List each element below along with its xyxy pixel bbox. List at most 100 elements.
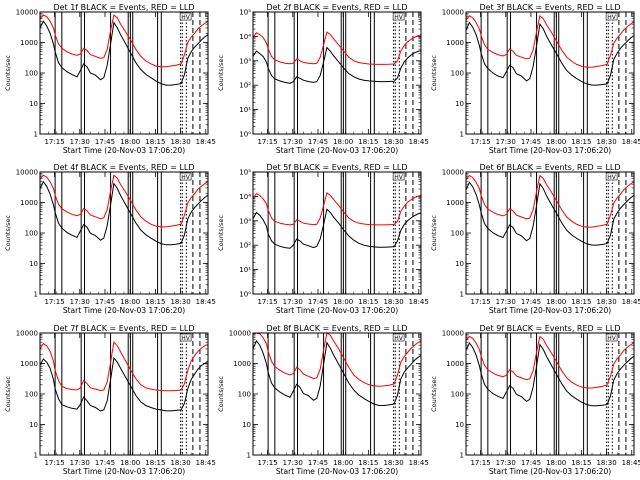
x-tick-label: 18:30 xyxy=(383,138,403,146)
x-tick-label: 18:00 xyxy=(333,298,353,306)
annotation-label: HV xyxy=(181,174,191,181)
y-tick-label: 10⁴ xyxy=(239,33,251,41)
y-axis-label: Counts/sec xyxy=(217,215,225,251)
x-tick-label: 18:15 xyxy=(571,138,591,146)
y-tick-label: 10¹ xyxy=(239,266,251,274)
y-tick-label: 10000 xyxy=(16,169,38,177)
panel-title: Det 4f BLACK = Events, RED = LLD xyxy=(53,163,194,172)
x-tick-label: 17:45 xyxy=(521,298,541,306)
y-tick-label: 10 xyxy=(242,421,251,429)
annotation-box xyxy=(392,172,405,181)
x-tick-label: 17:45 xyxy=(521,459,541,467)
series-line-events xyxy=(39,20,209,86)
x-tick-label: 17:45 xyxy=(95,138,115,146)
series-line-events xyxy=(252,46,422,84)
x-tick-label: 18:15 xyxy=(358,138,378,146)
panel-det-1: Det 1f BLACK = Events, RED = LLD Counts/s… xyxy=(4,3,216,155)
x-tick-label: 18:00 xyxy=(546,459,566,467)
x-tick-label: 18:00 xyxy=(120,298,140,306)
x-tick-label: 17:30 xyxy=(283,459,303,467)
x-tick-label: 18:45 xyxy=(196,459,216,467)
x-axis-label: Start Time (20-Nov-03 17:06:20) xyxy=(63,467,185,476)
x-tick-label: 17:15 xyxy=(44,138,64,146)
panel-det-3: Det 3f BLACK = Events, RED = LLD Counts/s… xyxy=(430,3,640,155)
y-tick-label: 100 xyxy=(451,230,464,238)
annotation-label: HV xyxy=(394,14,404,21)
x-tick-label: 18:15 xyxy=(145,298,165,306)
y-tick-label: 100 xyxy=(451,391,464,399)
y-tick-label: 10 xyxy=(455,260,464,268)
x-tick-label: 17:15 xyxy=(44,459,64,467)
series-line-lld xyxy=(39,341,209,392)
annotation-box xyxy=(392,12,405,21)
x-axis-label: Start Time (20-Nov-03 17:06:20) xyxy=(276,146,398,155)
x-tick-label: 18:15 xyxy=(145,459,165,467)
y-tick-label: 10¹ xyxy=(239,106,251,114)
x-tick-label: 17:15 xyxy=(470,138,490,146)
plot-frame xyxy=(252,171,422,295)
y-tick-label: 1000 xyxy=(20,360,38,368)
y-tick-label: 10³ xyxy=(239,217,251,225)
x-tick-label: 17:30 xyxy=(70,138,90,146)
x-tick-label: 17:30 xyxy=(70,298,90,306)
panel-det-4: Det 4f BLACK = Events, RED = LLD Counts/s… xyxy=(4,163,216,315)
annotation-label: HV xyxy=(181,335,191,342)
x-tick-label: 17:15 xyxy=(257,138,277,146)
y-tick-label: 1 xyxy=(34,452,38,460)
y-tick-label: 10 xyxy=(29,421,38,429)
annotation-label: HV xyxy=(181,14,191,21)
y-tick-label: 1 xyxy=(460,131,464,139)
x-tick-label: 18:45 xyxy=(622,138,640,146)
panel-det-2: Det 2f BLACK = Events, RED = LLD Counts/s… xyxy=(217,3,429,155)
x-tick-label: 18:00 xyxy=(546,138,566,146)
plot-frame xyxy=(252,11,422,135)
plot-frame xyxy=(39,171,209,295)
y-tick-label: 100 xyxy=(25,70,38,78)
panel-title: Det 5f BLACK = Events, RED = LLD xyxy=(266,163,407,172)
panel-title: Det 1f BLACK = Events, RED = LLD xyxy=(53,3,194,12)
x-tick-label: 17:45 xyxy=(308,298,328,306)
plot-frame xyxy=(39,11,209,135)
y-tick-label: 1000 xyxy=(233,360,251,368)
panel-det-7: Det 7f BLACK = Events, RED = LLD Counts/s… xyxy=(4,324,216,476)
series-line-lld xyxy=(252,31,422,65)
annotation-label: HV xyxy=(394,335,404,342)
y-tick-label: 10² xyxy=(239,242,251,250)
x-tick-label: 17:45 xyxy=(308,138,328,146)
x-tick-label: 18:15 xyxy=(358,298,378,306)
x-axis-label: Start Time (20-Nov-03 17:06:20) xyxy=(489,146,611,155)
x-tick-label: 18:00 xyxy=(120,459,140,467)
annotation-label: HV xyxy=(607,335,617,342)
x-tick-label: 17:30 xyxy=(496,138,516,146)
y-tick-label: 1 xyxy=(247,452,251,460)
x-axis-label: Start Time (20-Nov-03 17:06:20) xyxy=(489,467,611,476)
y-axis-label: Counts/sec xyxy=(217,376,225,412)
y-tick-label: 100 xyxy=(25,391,38,399)
x-tick-label: 18:30 xyxy=(383,298,403,306)
series-line-events xyxy=(252,208,422,249)
x-tick-label: 17:15 xyxy=(470,459,490,467)
x-axis-label: Start Time (20-Nov-03 17:06:20) xyxy=(63,306,185,315)
y-tick-label: 10 xyxy=(455,100,464,108)
y-tick-label: 10000 xyxy=(16,9,38,17)
plot-frame xyxy=(252,332,422,456)
series-line-events xyxy=(39,356,209,412)
x-tick-label: 17:15 xyxy=(257,459,277,467)
x-tick-label: 18:30 xyxy=(170,138,190,146)
y-axis-label: Counts/sec xyxy=(4,376,12,412)
x-tick-label: 17:45 xyxy=(95,459,115,467)
x-tick-label: 18:00 xyxy=(546,298,566,306)
x-tick-label: 18:15 xyxy=(571,459,591,467)
series-line-lld xyxy=(465,14,635,68)
y-tick-label: 10³ xyxy=(239,57,251,65)
x-tick-label: 18:30 xyxy=(383,459,403,467)
plot-frame xyxy=(465,171,635,295)
series-line-lld xyxy=(252,332,422,387)
panel-det-9: Det 9f BLACK = Events, RED = LLD Counts/s… xyxy=(430,324,640,476)
annotation-box xyxy=(605,172,618,181)
x-tick-label: 18:45 xyxy=(409,298,429,306)
y-axis-label: Counts/sec xyxy=(4,55,12,91)
y-axis-label: Counts/sec xyxy=(4,215,12,251)
panel-title: Det 7f BLACK = Events, RED = LLD xyxy=(53,324,194,333)
